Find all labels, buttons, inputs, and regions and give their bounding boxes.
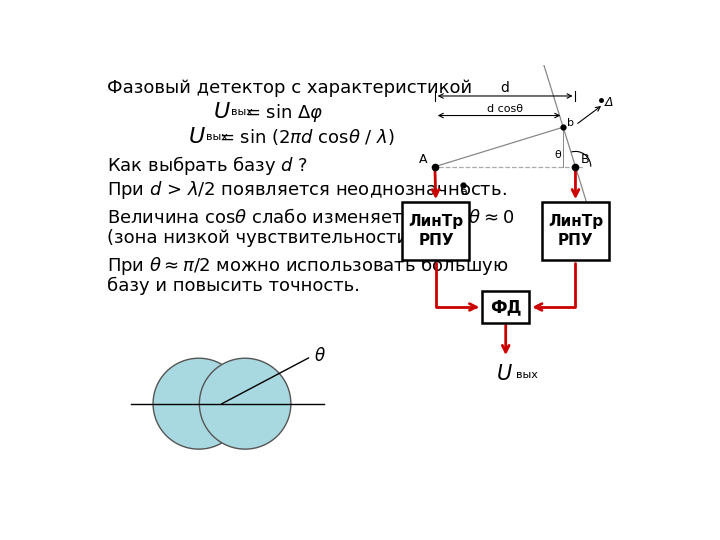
Text: (зона низкой чувствительности).: (зона низкой чувствительности).	[107, 229, 420, 247]
Text: b: b	[567, 118, 574, 128]
Text: Величина cos$\theta$ слабо изменяется при $\theta$$\approx$0: Величина cos$\theta$ слабо изменяется пр…	[107, 206, 514, 229]
Text: ЛинТр: ЛинТр	[548, 214, 603, 230]
Text: Как выбрать базу $d$ ?: Как выбрать базу $d$ ?	[107, 154, 308, 177]
Text: вых: вых	[205, 132, 228, 142]
Text: B: B	[581, 153, 590, 166]
Text: θ: θ	[554, 150, 561, 159]
Text: d: d	[500, 81, 510, 95]
Text: $U$: $U$	[188, 127, 205, 147]
Text: a: a	[460, 186, 467, 197]
Text: $U$: $U$	[496, 364, 513, 384]
Text: $U$: $U$	[213, 102, 230, 122]
Text: A: A	[419, 153, 428, 166]
Text: ФД: ФД	[490, 298, 521, 316]
Text: d cosθ: d cosθ	[487, 104, 523, 114]
Text: При $d$ > $\lambda$/2 появляется неоднозначность.: При $d$ > $\lambda$/2 появляется неодноз…	[107, 179, 506, 201]
Text: ЛинТр: ЛинТр	[408, 214, 464, 230]
Ellipse shape	[153, 358, 245, 449]
Text: = sin (2$\pi$$d$ cos$\theta$ / $\lambda$): = sin (2$\pi$$d$ cos$\theta$ / $\lambda$…	[220, 127, 395, 147]
Text: = sin $\Delta\varphi$: = sin $\Delta\varphi$	[245, 102, 323, 124]
Text: РПУ: РПУ	[558, 233, 593, 248]
FancyBboxPatch shape	[542, 202, 609, 260]
Text: базу и повысить точность.: базу и повысить точность.	[107, 277, 360, 295]
Text: РПУ: РПУ	[418, 233, 454, 248]
Text: Фазовый детектор с характеристикой: Фазовый детектор с характеристикой	[107, 79, 472, 97]
Ellipse shape	[199, 358, 291, 449]
Text: θ: θ	[315, 347, 325, 366]
FancyBboxPatch shape	[402, 202, 469, 260]
FancyBboxPatch shape	[482, 292, 529, 322]
Text: Δ: Δ	[605, 96, 613, 110]
Text: вых: вых	[230, 107, 253, 117]
Text: вых: вых	[516, 369, 538, 380]
Text: При $\theta$$\approx$$\pi$/2 можно использовать большую: При $\theta$$\approx$$\pi$/2 можно испол…	[107, 254, 508, 277]
